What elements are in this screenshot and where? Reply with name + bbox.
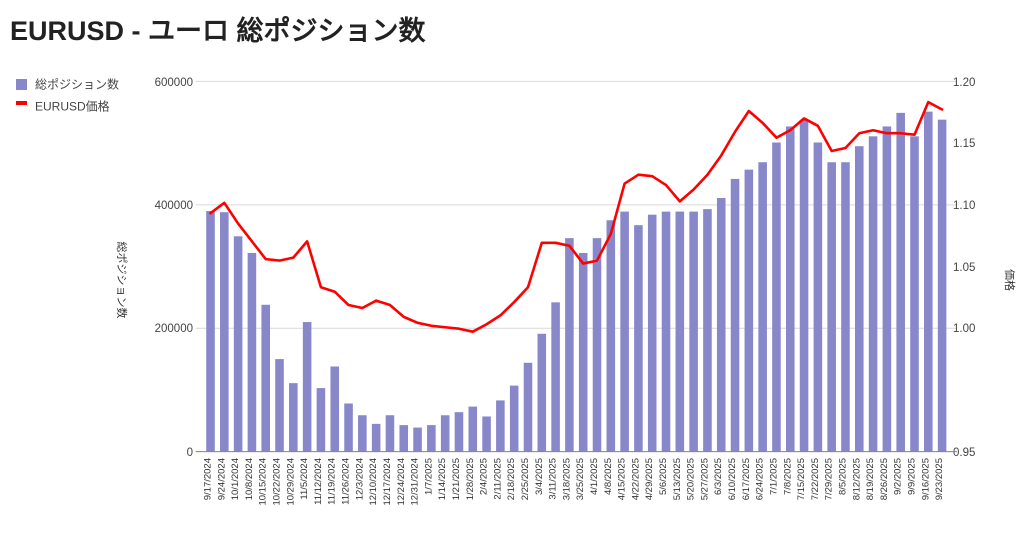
svg-text:11/5/2024: 11/5/2024 (299, 458, 310, 500)
svg-text:9/24/2024: 9/24/2024 (216, 458, 227, 500)
svg-text:8/12/2025: 8/12/2025 (851, 458, 862, 500)
svg-text:11/19/2024: 11/19/2024 (327, 458, 338, 505)
svg-text:2/11/2025: 2/11/2025 (492, 458, 503, 500)
svg-text:3/11/2025: 3/11/2025 (548, 458, 559, 500)
svg-text:12/31/2024: 12/31/2024 (410, 458, 421, 506)
svg-text:7/22/2025: 7/22/2025 (810, 458, 821, 500)
svg-text:600000: 600000 (155, 77, 193, 89)
svg-text:400000: 400000 (155, 200, 193, 212)
svg-text:10/29/2024: 10/29/2024 (285, 458, 296, 506)
svg-text:200000: 200000 (155, 323, 193, 335)
svg-text:3/18/2025: 3/18/2025 (561, 458, 572, 500)
svg-text:12/24/2024: 12/24/2024 (396, 458, 407, 506)
svg-text:1.00: 1.00 (953, 323, 975, 335)
svg-text:10/1/2024: 10/1/2024 (230, 458, 241, 500)
svg-text:4/22/2025: 4/22/2025 (630, 458, 641, 500)
svg-text:11/26/2024: 11/26/2024 (341, 458, 352, 505)
svg-text:8/26/2025: 8/26/2025 (879, 458, 890, 500)
svg-text:10/22/2024: 10/22/2024 (272, 458, 283, 506)
svg-text:総ポジション数: 総ポジション数 (35, 77, 119, 92)
svg-text:1/28/2025: 1/28/2025 (465, 458, 476, 500)
svg-text:12/3/2024: 12/3/2024 (354, 458, 365, 500)
svg-text:1/7/2025: 1/7/2025 (423, 458, 434, 495)
svg-text:12/17/2024: 12/17/2024 (382, 458, 393, 506)
svg-text:9/9/2025: 9/9/2025 (906, 458, 917, 495)
svg-text:9/16/2025: 9/16/2025 (920, 458, 931, 500)
svg-text:4/1/2025: 4/1/2025 (589, 458, 600, 495)
svg-text:7/15/2025: 7/15/2025 (796, 458, 807, 500)
svg-text:価格: 価格 (1003, 269, 1017, 291)
svg-text:6/17/2025: 6/17/2025 (741, 458, 752, 500)
svg-text:1.15: 1.15 (953, 138, 975, 150)
svg-text:9/2/2025: 9/2/2025 (893, 458, 904, 495)
svg-text:4/29/2025: 4/29/2025 (644, 458, 655, 500)
svg-text:6/10/2025: 6/10/2025 (727, 458, 738, 500)
svg-text:10/8/2024: 10/8/2024 (244, 458, 255, 500)
svg-text:1.10: 1.10 (953, 200, 975, 212)
svg-text:12/10/2024: 12/10/2024 (368, 458, 379, 506)
svg-text:2/18/2025: 2/18/2025 (506, 458, 517, 500)
svg-text:1.05: 1.05 (953, 262, 975, 274)
svg-text:9/17/2024: 9/17/2024 (203, 458, 214, 500)
svg-text:6/3/2025: 6/3/2025 (713, 458, 724, 495)
svg-text:3/4/2025: 3/4/2025 (534, 458, 545, 495)
svg-text:7/1/2025: 7/1/2025 (768, 458, 779, 495)
svg-text:9/23/2025: 9/23/2025 (934, 458, 945, 500)
svg-text:1/14/2025: 1/14/2025 (437, 458, 448, 500)
svg-text:11/12/2024: 11/12/2024 (313, 458, 324, 505)
svg-text:0.95: 0.95 (953, 447, 975, 459)
svg-text:8/19/2025: 8/19/2025 (865, 458, 876, 500)
svg-text:4/15/2025: 4/15/2025 (617, 458, 628, 500)
svg-text:6/24/2025: 6/24/2025 (755, 458, 766, 500)
svg-text:5/13/2025: 5/13/2025 (672, 458, 683, 500)
svg-text:7/8/2025: 7/8/2025 (782, 458, 793, 495)
svg-text:4/8/2025: 4/8/2025 (603, 458, 614, 495)
svg-text:総ポジション数: 総ポジション数 (115, 242, 129, 319)
svg-text:7/29/2025: 7/29/2025 (824, 458, 835, 500)
svg-text:1/21/2025: 1/21/2025 (451, 458, 462, 500)
svg-text:5/6/2025: 5/6/2025 (658, 458, 669, 495)
svg-text:10/15/2024: 10/15/2024 (258, 458, 269, 506)
svg-text:5/27/2025: 5/27/2025 (699, 458, 710, 500)
svg-text:2/25/2025: 2/25/2025 (520, 458, 531, 500)
svg-text:5/20/2025: 5/20/2025 (686, 458, 697, 500)
svg-text:1.20: 1.20 (953, 77, 975, 89)
svg-text:EURUSD価格: EURUSD価格 (35, 99, 110, 114)
svg-text:0: 0 (187, 447, 193, 459)
svg-text:8/5/2025: 8/5/2025 (837, 458, 848, 495)
svg-text:3/25/2025: 3/25/2025 (575, 458, 586, 500)
svg-text:EURUSD - ユーロ 総ポジション数: EURUSD - ユーロ 総ポジション数 (10, 15, 427, 46)
svg-text:2/4/2025: 2/4/2025 (479, 458, 490, 495)
